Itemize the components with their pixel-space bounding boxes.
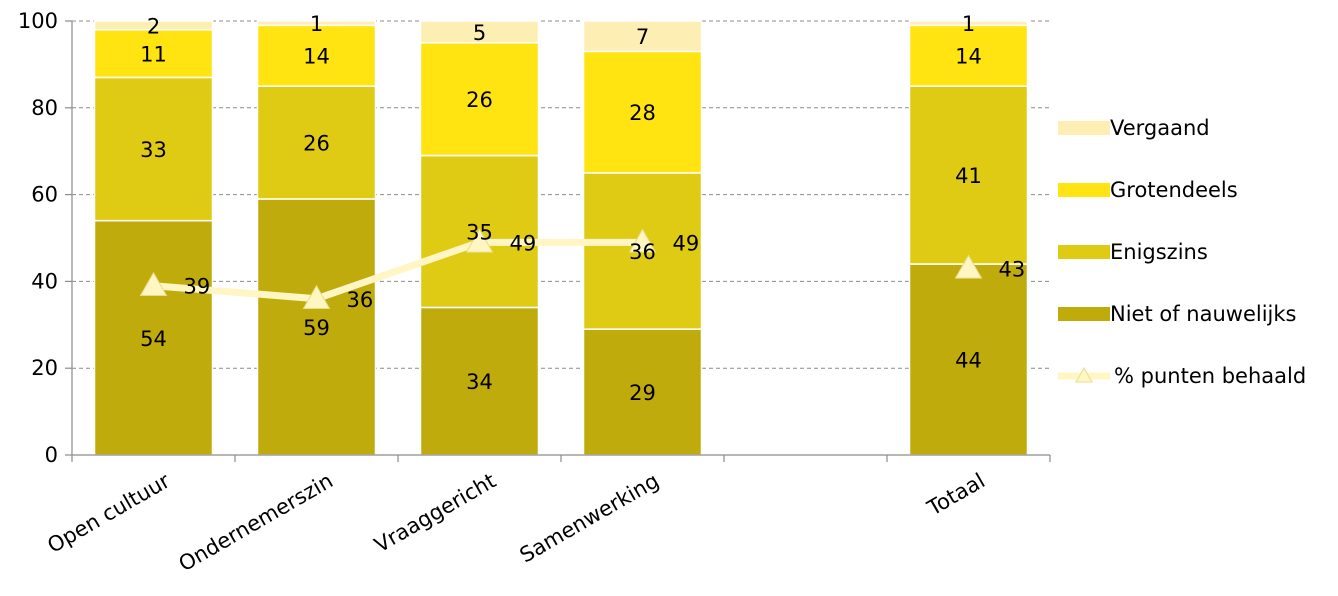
bar-segment (93, 76, 214, 222)
bar-segment (908, 24, 1029, 87)
legend: Vergaand Grotendeels Enigszins Niet of nauw… (1058, 116, 1306, 388)
y-tick-label: 80 (31, 96, 58, 120)
data-label: 7 (636, 25, 649, 49)
data-label: 14 (955, 45, 982, 69)
bars (93, 20, 1029, 456)
percent-label: 36 (347, 288, 374, 312)
bar-segment (419, 20, 540, 44)
data-label: 2 (147, 14, 160, 38)
data-label: 14 (303, 45, 330, 69)
bar-segment (93, 219, 214, 456)
data-label: 29 (629, 381, 656, 405)
x-category-label: Open cultuur (43, 468, 174, 557)
data-label: 26 (303, 132, 330, 156)
data-label: 54 (140, 327, 167, 351)
x-category-label: Ondernemerszin (175, 469, 337, 577)
legend-swatch (1058, 245, 1110, 259)
bar-segment (582, 20, 703, 53)
x-category-label: Totaal (923, 469, 989, 521)
y-tick-label: 40 (31, 269, 58, 293)
x-category-label: Vraaggericht (370, 469, 500, 558)
percent-label: 49 (510, 231, 537, 255)
y-tick-label: 100 (18, 9, 58, 33)
bar-segment (256, 20, 377, 27)
y-tick-label: 0 (45, 443, 58, 467)
data-label: 34 (466, 370, 493, 394)
triangle-marker (954, 254, 983, 279)
legend-swatch (1058, 121, 1110, 135)
triangle-marker (139, 271, 168, 296)
bar-segment (908, 20, 1029, 27)
triangle-marker (628, 228, 657, 253)
triangle-marker (465, 228, 494, 253)
data-label: 59 (303, 316, 330, 340)
legend-label: Enigszins (1110, 240, 1208, 264)
data-label: 28 (629, 101, 656, 125)
legend-label: Grotendeels (1110, 178, 1238, 202)
percent-label: 49 (673, 231, 700, 255)
bar-segment (419, 41, 540, 157)
legend-swatch (1058, 183, 1110, 197)
y-tick-label: 20 (31, 356, 58, 380)
legend-label: % punten behaald (1114, 364, 1306, 388)
gridlines (72, 20, 1050, 369)
bar-segment (582, 328, 703, 456)
x-category-label: Samenwerking (516, 469, 663, 568)
bar-segment (93, 20, 214, 31)
legend-triangle-marker (1075, 366, 1093, 383)
legend-swatch (1058, 307, 1110, 321)
data-label: 1 (962, 12, 975, 36)
data-label: 44 (955, 349, 982, 373)
bar-segment (93, 28, 214, 79)
percent-line: 39 36 49 49 43 (139, 228, 1026, 312)
data-label: 35 (466, 220, 493, 244)
data-labels: 54 33 11 2 59 26 14 1 34 35 26 5 29 36 28 7 44 41 14 1 (140, 12, 982, 405)
bar-segment (582, 50, 703, 174)
data-label: 41 (955, 164, 982, 188)
data-label: 1 (310, 12, 323, 36)
legend-label: Niet of nauwelijks (1110, 302, 1296, 326)
percent-line-segment (153, 238, 643, 303)
data-label: 26 (466, 88, 493, 112)
data-label: 33 (140, 138, 167, 162)
data-label: 5 (473, 21, 486, 45)
percent-label: 39 (184, 275, 211, 299)
triangle-marker (302, 284, 331, 310)
data-label: 36 (629, 240, 656, 264)
data-label: 11 (140, 43, 167, 67)
percent-label: 43 (999, 257, 1026, 281)
legend-label: Vergaand (1110, 116, 1210, 140)
y-tick-label: 60 (31, 183, 58, 207)
